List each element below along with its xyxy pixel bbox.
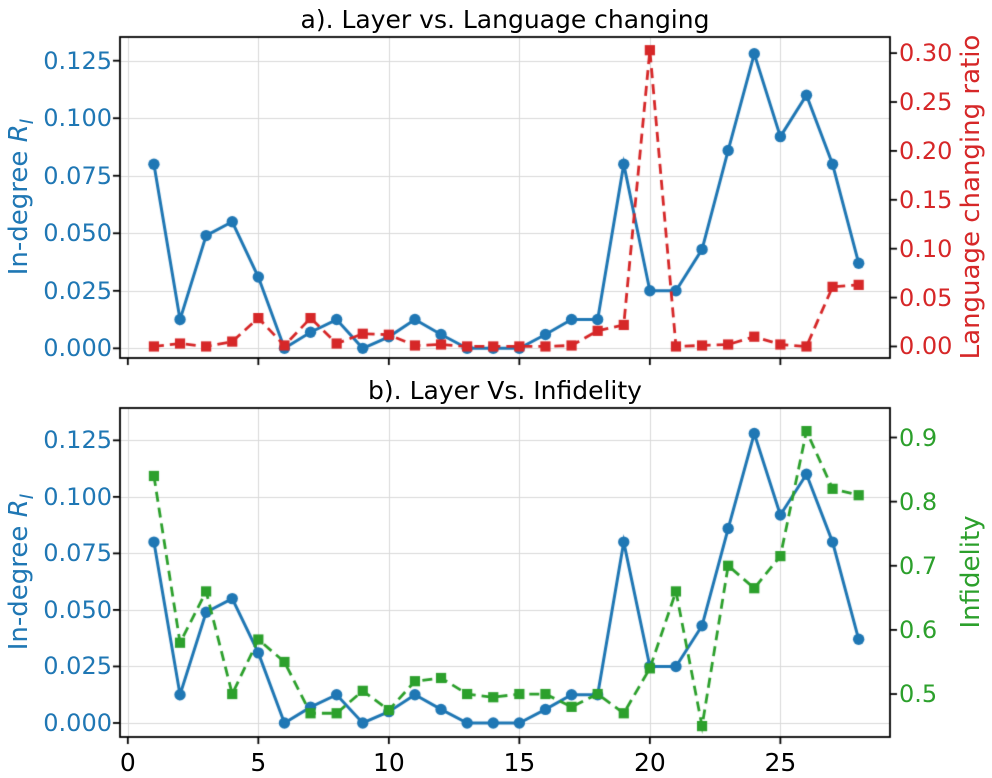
- y-tick-label-right: 0.00: [899, 332, 953, 361]
- y-tick-label-left: 0.075: [43, 161, 112, 190]
- x-tick-label: 5: [250, 748, 267, 777]
- y-tick-label-right: 0.8: [899, 487, 938, 516]
- x-tick-label: 15: [503, 748, 536, 777]
- panel-a-left-axis-label: In-degree RI: [4, 119, 38, 276]
- panel-a-title: a). Layer vs. Language changing: [300, 5, 710, 34]
- y-tick-label-right: 0.10: [899, 234, 953, 263]
- panel-b-right-axis-label: Infidelity: [956, 515, 986, 629]
- y-tick-label-left: 0.125: [43, 46, 112, 75]
- axis-label-text: In-degree: [4, 142, 35, 276]
- axis-label-text: In-degree: [4, 517, 35, 651]
- y-tick-label-left: 0.025: [43, 652, 112, 681]
- y-tick-label-left: 0.100: [43, 482, 112, 511]
- x-tick-label: 25: [764, 748, 797, 777]
- panel-b-left-axis-label: In-degree RI: [4, 494, 38, 651]
- y-tick-label-left: 0.050: [43, 219, 112, 248]
- x-tick-label: 0: [119, 748, 136, 777]
- y-tick-label-left: 0.075: [43, 539, 112, 568]
- y-tick-label-left: 0.050: [43, 595, 112, 624]
- y-tick-label-right: 0.25: [899, 88, 953, 117]
- y-tick-label-right: 0.9: [899, 423, 938, 452]
- y-tick-label-right: 0.5: [899, 680, 938, 709]
- panel-b-title: b). Layer Vs. Infidelity: [368, 376, 642, 405]
- y-tick-label-right: 0.15: [899, 185, 953, 214]
- y-tick-label-right: 0.7: [899, 551, 938, 580]
- y-tick-label-left: 0.000: [43, 708, 112, 737]
- y-tick-label-left: 0.025: [43, 276, 112, 305]
- y-tick-label-right: 0.30: [899, 39, 953, 68]
- y-tick-label-left: 0.100: [43, 104, 112, 133]
- y-tick-label-right: 0.20: [899, 136, 953, 165]
- y-tick-label-right: 0.6: [899, 615, 938, 644]
- x-tick-label: 20: [633, 748, 666, 777]
- x-tick-label: 10: [372, 748, 405, 777]
- y-tick-label-right: 0.05: [899, 283, 953, 312]
- y-tick-label-left: 0.000: [43, 334, 112, 363]
- y-tick-label-left: 0.125: [43, 426, 112, 455]
- panel-a-right-axis-label: Language changing ratio: [956, 34, 986, 360]
